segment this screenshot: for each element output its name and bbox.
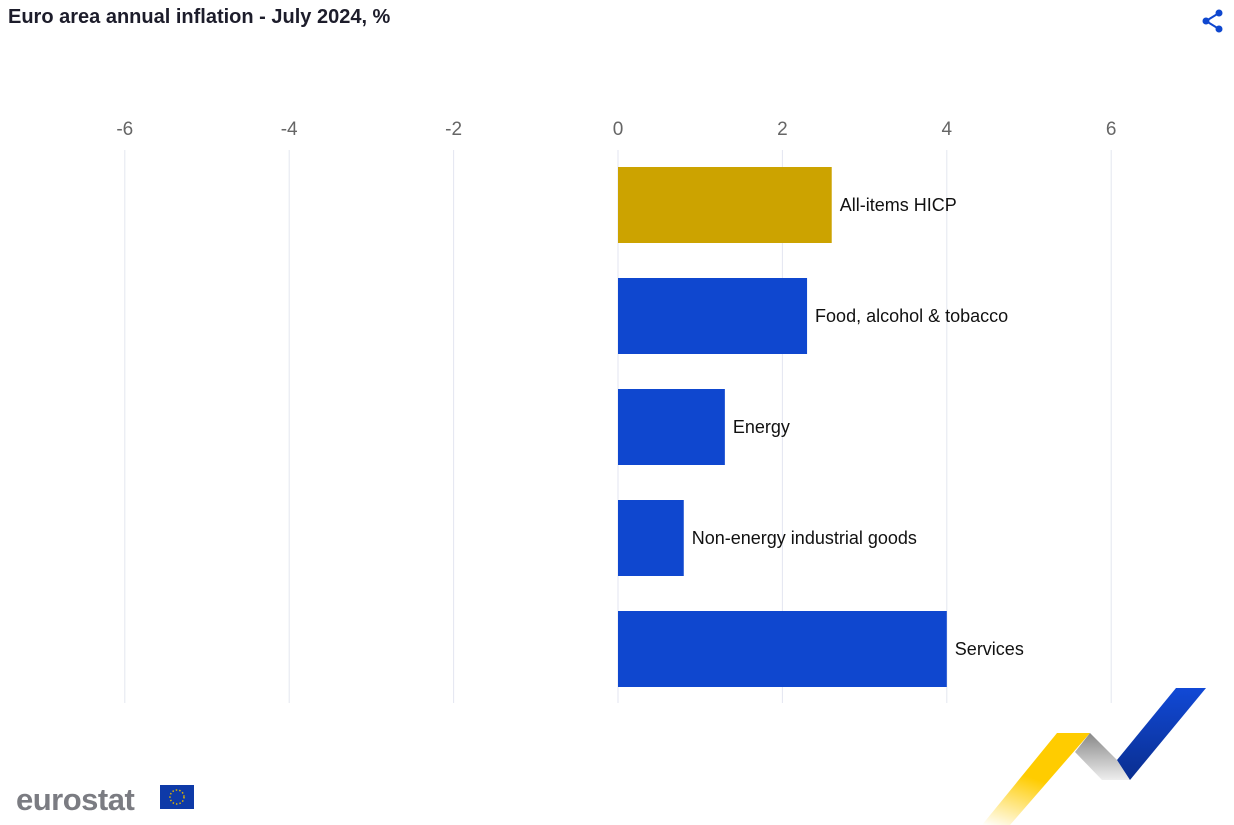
chart-title: Euro area annual inflation - July 2024, … [8,6,391,28]
bar[interactable] [618,167,832,243]
share-icon[interactable] [1200,8,1226,34]
eu-flag-icon [160,785,194,809]
x-tick-label: -6 [116,119,133,140]
x-tick-label: 4 [942,119,953,140]
x-tick-label: 0 [613,119,624,140]
bar-label: All-items HICP [840,195,957,215]
x-tick-label: -2 [445,119,462,140]
x-tick-label: -4 [281,119,298,140]
bar-label: Energy [733,417,790,437]
bar[interactable] [618,500,684,576]
bar-label: Food, alcohol & tobacco [815,306,1008,326]
bar-label: Services [955,639,1024,659]
eurostat-logo: eurostat [16,782,135,817]
x-tick-label: 6 [1106,119,1117,140]
bar-label: Non-energy industrial goods [692,528,917,548]
bar[interactable] [618,278,808,354]
bar[interactable] [618,389,725,465]
bar[interactable] [618,611,947,687]
x-tick-label: 2 [777,119,788,140]
